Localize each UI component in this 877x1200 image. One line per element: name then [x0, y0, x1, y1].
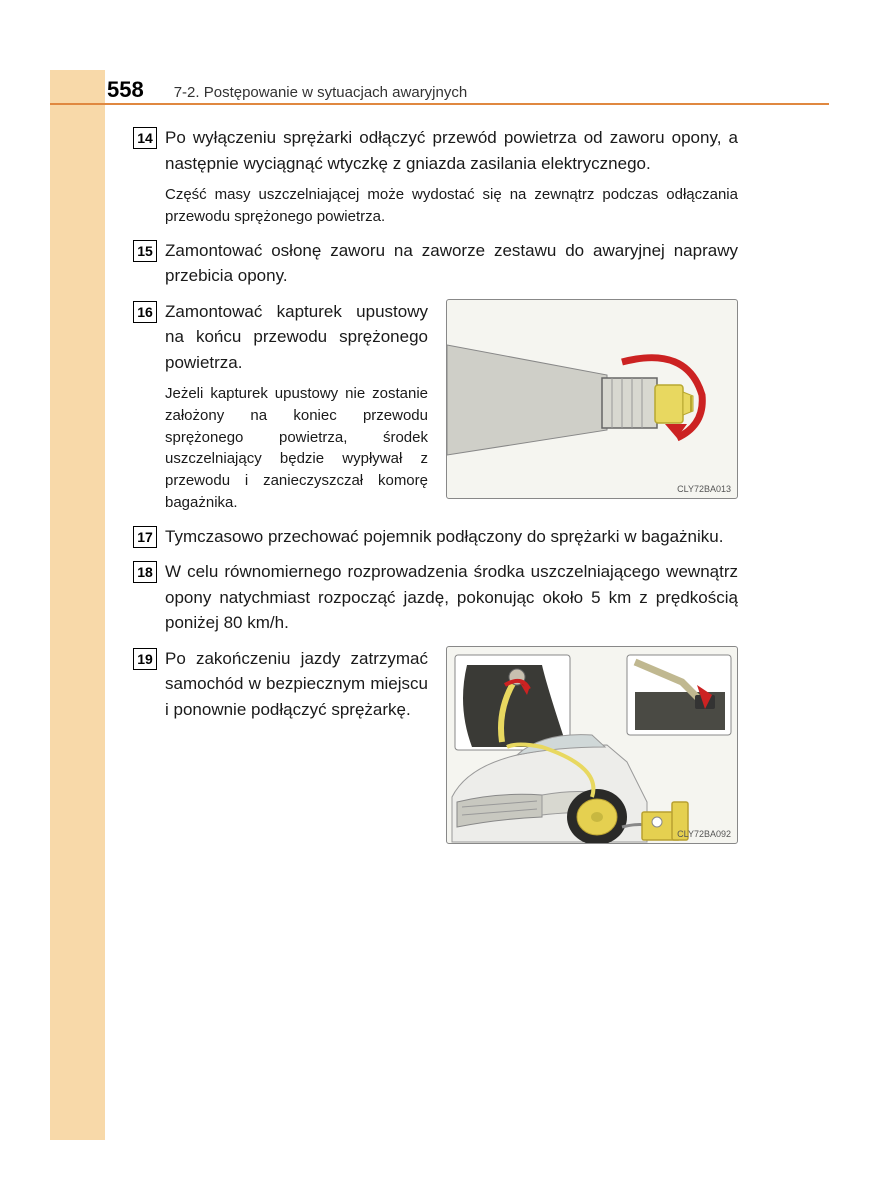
step-number-box: 18 [133, 561, 157, 583]
step-number-box: 17 [133, 526, 157, 548]
figure-hose-cap: CLY72BA013 [446, 299, 738, 499]
step-main-text: W celu równomiernego rozprowadzenia środ… [165, 559, 738, 636]
figure-code: CLY72BA092 [677, 829, 731, 839]
step-note-text: Część masy uszczelniającej może wydostać… [165, 184, 738, 228]
step-main-text: Zamontować osłonę zaworu na zaworze zest… [165, 238, 738, 289]
step-14: 14 Po wyłączeniu sprężarki odłączyć prze… [133, 125, 738, 228]
step-number-box: 19 [133, 648, 157, 670]
step-number-box: 15 [133, 240, 157, 262]
step-16: 16 Zamontować kapturek upustowy na końcu… [133, 299, 738, 514]
step-15: 15 Zamontować osłonę zaworu na zaworze z… [133, 238, 738, 289]
figure-code: CLY72BA013 [677, 484, 731, 494]
step-main-text: Zamontować kapturek upustowy na końcu pr… [165, 299, 428, 376]
page-header: 558 7-2. Postępowanie w sytuacjach awary… [107, 77, 829, 103]
step-main-text: Po zakończeniu jazdy zatrzymać samochód … [165, 646, 428, 723]
step-main-text: Tymczasowo przechować pojemnik podłączon… [165, 524, 738, 550]
sidebar-tab [50, 70, 105, 1140]
section-title: 7-2. Postępowanie w sytuacjach awaryjnyc… [174, 84, 467, 101]
content-area: 14 Po wyłączeniu sprężarki odłączyć prze… [133, 125, 738, 854]
page-number: 558 [107, 77, 144, 103]
header-rule [50, 103, 829, 105]
step-number-box: 16 [133, 301, 157, 323]
step-main-text: Po wyłączeniu sprężarki odłączyć przewód… [165, 125, 738, 176]
step-note-text: Jeżeli kapturek upustowy nie zostanie za… [165, 383, 428, 514]
step-19: 19 Po zakończeniu jazdy zatrzymać samoch… [133, 646, 738, 844]
step-number-box: 14 [133, 127, 157, 149]
step-17: 17 Tymczasowo przechować pojemnik podłąc… [133, 524, 738, 550]
step-18: 18 W celu równomiernego rozprowadzenia ś… [133, 559, 738, 636]
figure-car-compressor: CLY72BA092 [446, 646, 738, 844]
